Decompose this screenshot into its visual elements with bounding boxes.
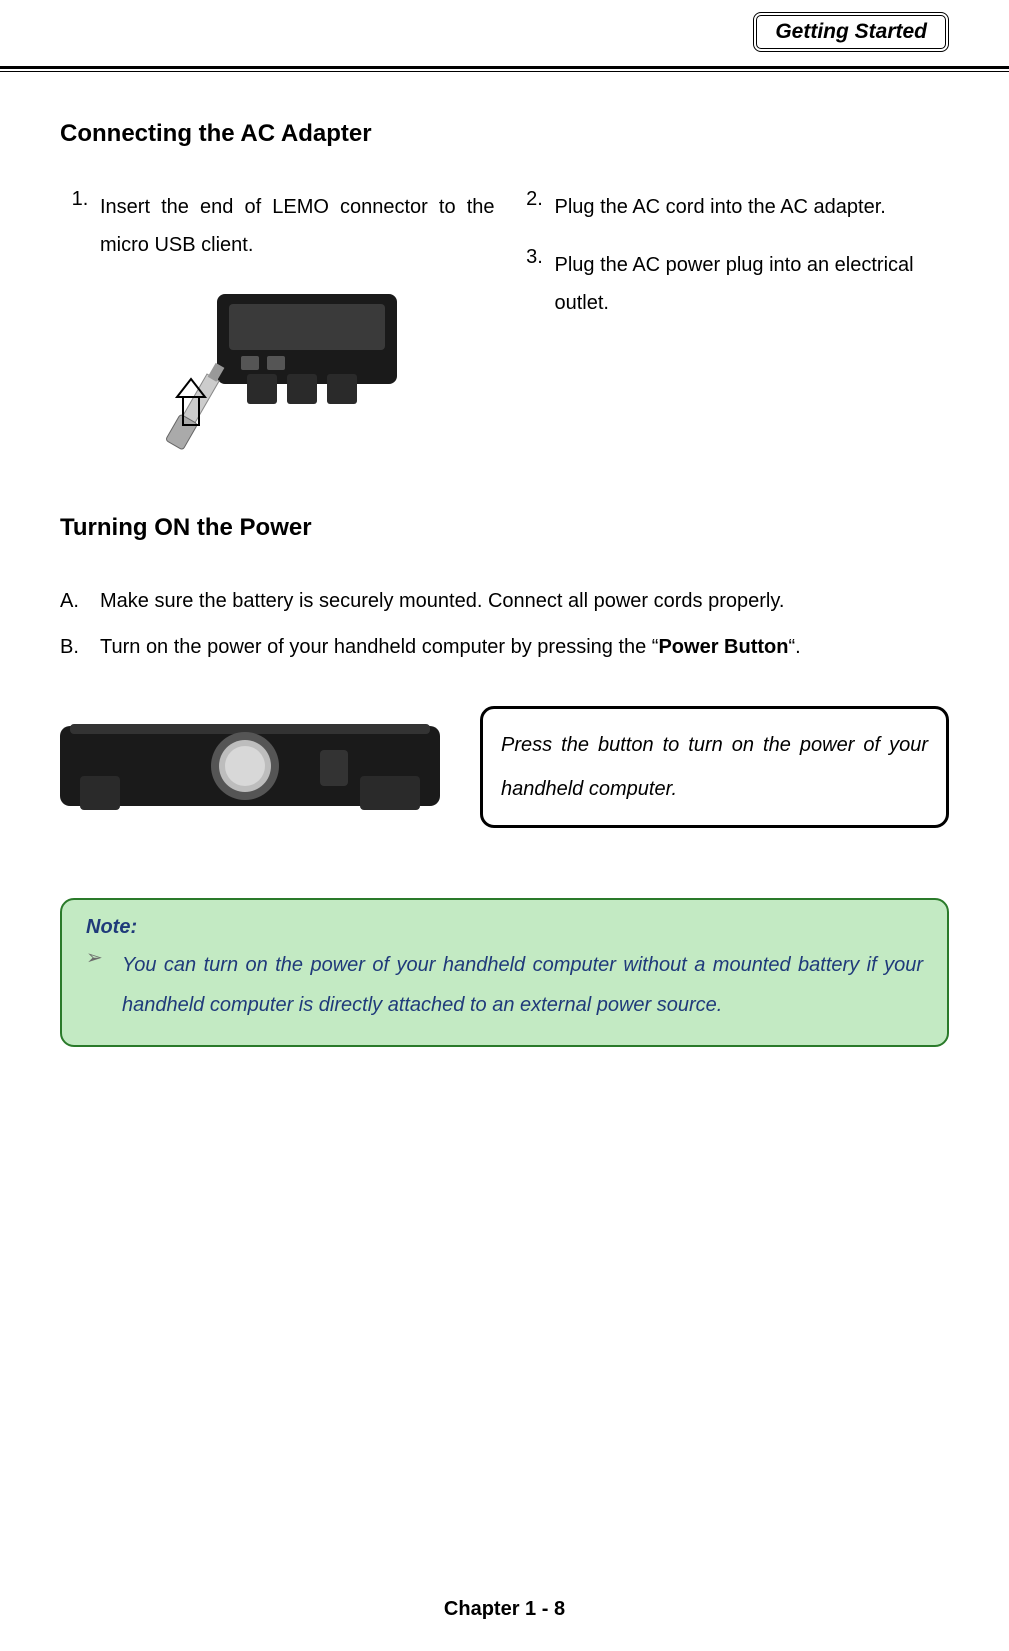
power-section: Press the button to turn on the power of… <box>60 706 949 828</box>
step-3-num: 3. <box>515 246 555 322</box>
step-2-num: 2. <box>515 188 555 226</box>
note-body-row: ➢ You can turn on the power of your hand… <box>86 945 923 1025</box>
section2-list: A. Make sure the battery is securely mou… <box>60 582 949 666</box>
step-a-num: A. <box>60 582 100 620</box>
step-a-text: Make sure the battery is securely mounte… <box>100 582 784 620</box>
header-rule <box>0 66 1009 72</box>
section2-title: Turning ON the Power <box>60 514 949 542</box>
step-b: B. Turn on the power of your handheld co… <box>60 628 949 666</box>
step-b-num: B. <box>60 628 100 666</box>
step-b-prefix: Turn on the power of your handheld compu… <box>100 636 658 658</box>
header-chapter-box: Getting Started <box>753 12 949 52</box>
power-callout-text: Press the button to turn on the power of… <box>501 734 928 800</box>
step-1: 1. Insert the end of LEMO connector to t… <box>60 188 495 264</box>
section1-right-col: 2. Plug the AC cord into the AC adapter.… <box>515 188 950 484</box>
power-button-illustration <box>60 706 440 816</box>
step-3-text: Plug the AC power plug into an electrica… <box>555 246 950 322</box>
step-3: 3. Plug the AC power plug into an electr… <box>515 246 950 322</box>
section1-left-col: 1. Insert the end of LEMO connector to t… <box>60 188 495 484</box>
note-title: Note: <box>86 916 923 939</box>
section1-title: Connecting the AC Adapter <box>60 120 949 148</box>
step-b-bold: Power Button <box>658 636 788 658</box>
step-2-text: Plug the AC cord into the AC adapter. <box>555 188 950 226</box>
section1-columns: 1. Insert the end of LEMO connector to t… <box>60 188 949 484</box>
step-b-suffix: “. <box>788 636 800 658</box>
page-content: Connecting the AC Adapter 1. Insert the … <box>60 120 949 1047</box>
power-callout: Press the button to turn on the power of… <box>480 706 949 828</box>
step-1-text: Insert the end of LEMO connector to the … <box>100 188 495 264</box>
note-body: You can turn on the power of your handhe… <box>122 945 923 1025</box>
connector-illustration <box>147 284 407 484</box>
step-a: A. Make sure the battery is securely mou… <box>60 582 949 620</box>
page-footer: Chapter 1 - 8 <box>0 1598 1009 1621</box>
step-b-text: Turn on the power of your handheld compu… <box>100 628 801 666</box>
step-2: 2. Plug the AC cord into the AC adapter. <box>515 188 950 226</box>
step-1-num: 1. <box>60 188 100 264</box>
note-arrow-icon: ➢ <box>86 945 122 1025</box>
note-box: Note: ➢ You can turn on the power of you… <box>60 898 949 1047</box>
header-chapter-label: Getting Started <box>775 20 927 43</box>
